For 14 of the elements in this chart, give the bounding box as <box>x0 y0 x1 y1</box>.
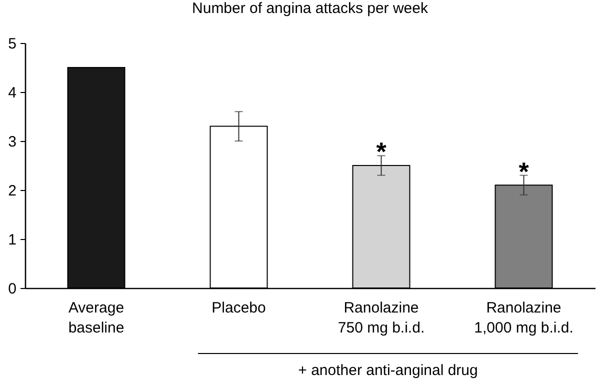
y-tick-label: 1 <box>8 232 16 248</box>
x-tick-label: Average baseline <box>68 300 124 336</box>
y-tick-label: 5 <box>8 36 16 52</box>
x-tick-label: Placebo <box>212 300 266 316</box>
x-tick-label: Ranolazine 1,000 mg b.i.d. <box>474 300 574 336</box>
chart-title: Number of angina attacks per week <box>192 0 428 17</box>
y-tick-label: 3 <box>8 134 16 150</box>
annotation: * <box>518 156 530 186</box>
y-tick-label: 0 <box>8 280 16 298</box>
x-tick-label: Ranolazine 750 mg b.i.d. <box>338 300 425 336</box>
y-tick-label: 4 <box>8 84 16 102</box>
text: + another anti-anginal drug <box>297 362 479 379</box>
annotation: * <box>376 136 388 167</box>
y-tick-label: 2 <box>8 182 16 200</box>
